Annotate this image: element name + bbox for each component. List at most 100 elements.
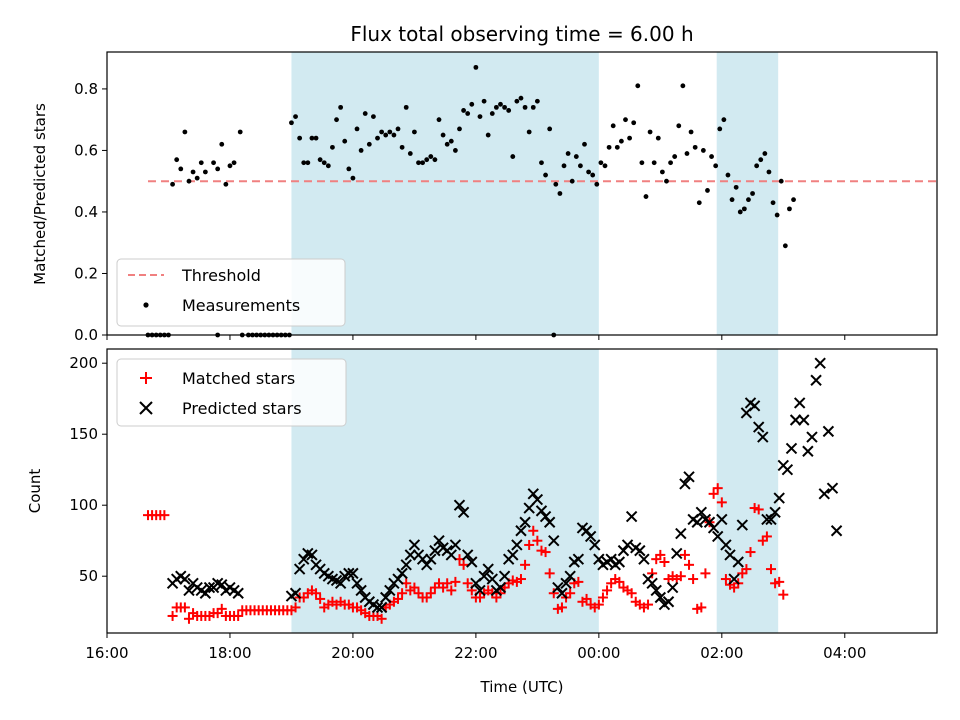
predicted-star-point — [671, 547, 683, 560]
measurement-point — [354, 126, 360, 132]
predicted-star-point — [580, 525, 593, 537]
predicted-star-point — [793, 397, 806, 409]
matched-star-point — [700, 568, 711, 579]
matched-star-point — [159, 510, 170, 521]
predicted-star-point — [720, 539, 732, 551]
predicted-star-point — [728, 573, 740, 585]
measurement-point — [477, 114, 483, 119]
predicted-star-point — [662, 596, 675, 608]
measurement-point — [182, 129, 188, 135]
legend-predicted-label: Predicted stars — [182, 399, 302, 418]
predicted-star-point — [433, 534, 445, 547]
predicted-star-point — [289, 587, 302, 599]
predicted-star-point — [478, 570, 490, 582]
measurement-point — [194, 175, 200, 181]
predicted-star-point — [646, 577, 658, 590]
top-legend-box — [116, 258, 346, 327]
predicted-star-point — [449, 539, 462, 551]
measurement-point — [338, 104, 344, 110]
predicted-star-point — [203, 581, 216, 594]
measurement-point — [350, 175, 356, 181]
legend-threshold-label: Threshold — [181, 266, 261, 285]
matched-star-point — [614, 576, 625, 587]
matched-star-point — [556, 602, 567, 613]
predicted-star-point — [179, 573, 191, 585]
y-tick-label: 0.4 — [74, 203, 98, 221]
matched-star-point — [183, 613, 194, 624]
predicted-star-point — [826, 482, 839, 494]
matched-star-point — [397, 588, 408, 599]
predicted-star-point — [584, 530, 597, 543]
measurement-point — [457, 126, 462, 132]
measurement-point — [424, 157, 430, 163]
matched-star-point — [626, 588, 637, 599]
predicted-star-point — [605, 553, 617, 565]
measurement-point — [309, 135, 315, 141]
measurement-point — [186, 178, 192, 184]
y-tick-label: 150 — [69, 425, 98, 443]
matched-star-point — [720, 574, 731, 585]
measurement-point — [688, 129, 694, 135]
measurement-point — [627, 135, 632, 141]
matched-star-point — [458, 559, 469, 570]
measurement-point — [700, 148, 706, 153]
predicted-star-point — [232, 587, 244, 599]
measurement-point — [664, 178, 669, 184]
measurement-point — [565, 151, 571, 156]
predicted-star-point — [752, 421, 765, 433]
measurement-point — [493, 104, 499, 110]
predicted-star-point — [396, 567, 408, 580]
matched-star-point — [647, 568, 658, 579]
matched-star-point — [766, 564, 776, 575]
predicted-star-point — [498, 570, 511, 582]
matched-star-point — [233, 610, 244, 621]
measurement-point — [709, 154, 714, 159]
predicted-star-point — [298, 553, 310, 565]
predicted-star-point — [183, 584, 195, 597]
measurement-point — [606, 144, 612, 150]
legend-matched-label: Matched stars — [182, 369, 295, 388]
predicted-star-point — [482, 563, 494, 575]
matched-star-point — [442, 578, 453, 589]
predicted-star-point — [515, 525, 527, 537]
matched-star-point — [524, 539, 535, 550]
y-tick-label: 100 — [69, 496, 98, 514]
predicted-star-point — [589, 539, 601, 551]
matched-star-point — [741, 564, 752, 575]
predicted-star-point — [404, 549, 417, 561]
measurement-point — [469, 101, 475, 107]
measurement-point — [510, 154, 516, 159]
measurement-point — [762, 151, 768, 156]
measurement-point — [782, 243, 788, 249]
matched-star-point — [659, 557, 670, 567]
measurement-point — [305, 160, 311, 166]
y-tick-label: 0.2 — [74, 264, 98, 282]
measurement-point — [358, 148, 364, 153]
measurement-point — [594, 181, 600, 187]
bottom-panel: 50 100 150 200 16:00 18:00 20:00 22:00 00:00 02:… — [26, 348, 938, 696]
matched-star-point — [409, 582, 420, 593]
measurement-point — [202, 169, 208, 175]
x-tick-label: 16:00 — [85, 644, 128, 662]
predicted-star-point — [543, 516, 556, 528]
measurement-point — [569, 178, 575, 184]
predicted-star-point — [347, 567, 359, 580]
predicted-star-point — [757, 431, 769, 443]
matched-star-point — [581, 593, 592, 604]
measurement-point — [543, 172, 548, 178]
measurement-point — [610, 123, 616, 129]
measurement-point — [778, 178, 784, 184]
predicted-star-point — [613, 556, 626, 568]
matched-star-point — [393, 593, 404, 604]
x-tick-label: 22:00 — [454, 644, 497, 662]
predicted-star-point — [634, 544, 646, 557]
matched-star-point — [548, 588, 559, 599]
measurement-point — [553, 181, 559, 187]
measurement-point — [668, 160, 673, 166]
matched-star-point — [675, 571, 686, 582]
measurement-point — [325, 163, 331, 169]
measurement-point — [684, 151, 690, 156]
shaded-span-2 — [716, 52, 779, 335]
predicted-star-point — [420, 559, 433, 571]
